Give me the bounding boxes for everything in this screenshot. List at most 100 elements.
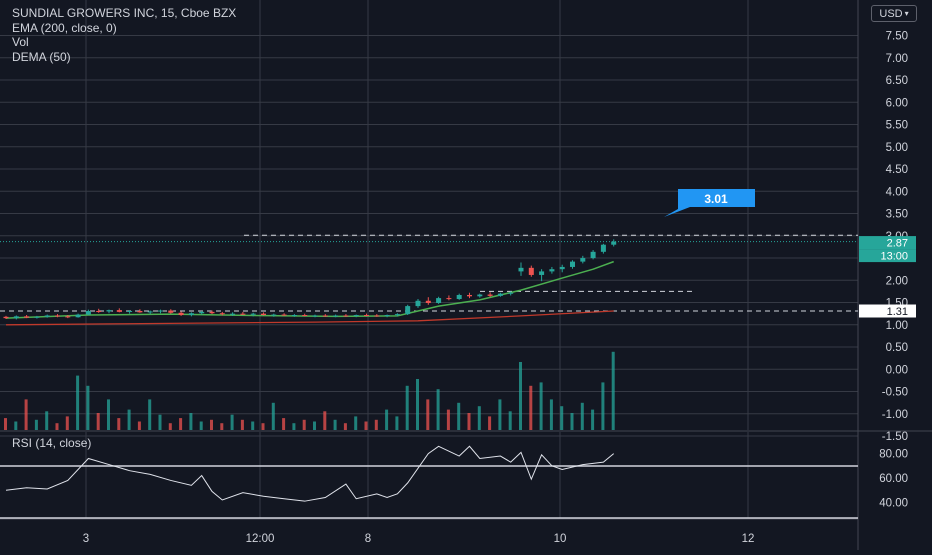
volume-bar bbox=[580, 402, 584, 430]
symbol-title[interactable]: SUNDIAL GROWERS INC, 15, Cboe BZX bbox=[12, 6, 237, 20]
candle-body bbox=[343, 315, 349, 317]
volume-bar bbox=[189, 413, 193, 430]
volume-bar bbox=[34, 419, 38, 430]
volume-bar bbox=[416, 379, 419, 430]
candle-body bbox=[230, 313, 236, 315]
x-tick-label: 3 bbox=[83, 533, 89, 545]
volume-bar bbox=[457, 402, 461, 430]
volume-bar bbox=[14, 421, 18, 430]
volume-bar bbox=[591, 409, 595, 430]
candle-body bbox=[590, 251, 596, 259]
candle-body bbox=[353, 315, 359, 317]
ema-line bbox=[5, 310, 614, 326]
candle-body bbox=[127, 311, 133, 313]
candle-body bbox=[549, 269, 555, 272]
chart-legend: SUNDIAL GROWERS INC, 15, Cboe BZX EMA (2… bbox=[12, 6, 236, 64]
candle-body bbox=[580, 258, 586, 262]
y-tick-label: 5.00 bbox=[886, 142, 908, 154]
y-tick-label: 7.00 bbox=[886, 53, 908, 65]
candle-body bbox=[600, 244, 606, 252]
y-tick-label: 4.50 bbox=[886, 164, 908, 176]
x-tick-label: 12:00 bbox=[246, 533, 275, 545]
ema-legend[interactable]: EMA (200, close, 0) bbox=[12, 20, 117, 35]
currency-button[interactable]: USD ▾ bbox=[871, 5, 917, 22]
x-tick-label: 8 bbox=[365, 533, 371, 545]
candle-body bbox=[611, 241, 617, 245]
rsi-tick-label: 60.00 bbox=[879, 473, 908, 485]
volume-bar bbox=[261, 423, 265, 430]
vol-legend[interactable]: Vol bbox=[12, 35, 29, 49]
candle-body bbox=[240, 313, 246, 315]
volume-bar bbox=[539, 382, 543, 430]
volume-bar bbox=[158, 414, 162, 430]
candle-body bbox=[559, 266, 565, 270]
y-tick-label: 3.50 bbox=[886, 209, 908, 221]
volume-bar bbox=[601, 382, 605, 430]
candle-body bbox=[508, 292, 514, 294]
candle-body bbox=[570, 261, 575, 267]
volume-bar bbox=[45, 411, 49, 430]
y-tick-label: 5.50 bbox=[886, 120, 908, 132]
candle-body bbox=[539, 271, 545, 275]
candle-body bbox=[281, 314, 287, 316]
chevron-down-icon: ▾ bbox=[904, 9, 909, 18]
candle-body bbox=[425, 300, 431, 303]
candle-body bbox=[394, 314, 400, 316]
volume-bar bbox=[426, 399, 430, 430]
candle-body bbox=[85, 311, 91, 315]
volume-bar bbox=[148, 399, 152, 430]
volume-bar bbox=[302, 419, 306, 430]
candle-body bbox=[487, 294, 493, 296]
candle-body bbox=[518, 267, 524, 272]
volume-bar bbox=[477, 406, 481, 430]
y-tick-label: 2.00 bbox=[886, 275, 908, 287]
currency-label: USD bbox=[879, 7, 903, 20]
candle-body bbox=[199, 311, 205, 314]
candle-body bbox=[44, 315, 50, 317]
volume-bar bbox=[271, 402, 275, 430]
dema-line bbox=[5, 260, 614, 319]
candle-body bbox=[374, 315, 380, 317]
candle-body bbox=[178, 312, 184, 316]
volume-bar bbox=[436, 389, 440, 430]
volume-bar bbox=[405, 385, 409, 430]
candle-body bbox=[312, 315, 318, 317]
volume-bar bbox=[251, 421, 255, 430]
y-tick-label: -1.50 bbox=[882, 431, 908, 443]
candle-body bbox=[96, 311, 102, 313]
volume-bar bbox=[519, 362, 522, 430]
volume-bar bbox=[76, 375, 80, 430]
volume-bar bbox=[488, 416, 492, 430]
candle-body bbox=[168, 310, 174, 313]
candle-body bbox=[75, 314, 81, 318]
candle-body bbox=[364, 315, 369, 317]
time-tag: 13:00 bbox=[880, 251, 908, 263]
volume-bar bbox=[364, 421, 368, 430]
volume-bar bbox=[323, 411, 327, 430]
dema-legend[interactable]: DEMA (50) bbox=[12, 49, 71, 64]
time-tag-bg bbox=[859, 249, 916, 263]
volume-bar bbox=[292, 423, 296, 430]
callout-label: 3.01 bbox=[704, 192, 728, 206]
candle-body bbox=[497, 293, 503, 296]
volume-bar bbox=[374, 419, 378, 430]
candle-body bbox=[250, 313, 256, 315]
x-tick-label: 10 bbox=[554, 533, 567, 545]
rsi-line bbox=[5, 445, 615, 502]
rsi-tick-label: 80.00 bbox=[879, 449, 908, 461]
y-tick-label: 7.50 bbox=[886, 31, 908, 43]
candle-body bbox=[302, 315, 308, 317]
candle-body bbox=[137, 311, 143, 313]
y-tick-label: 6.00 bbox=[886, 97, 908, 109]
volume-bar bbox=[313, 421, 316, 430]
volume-bar bbox=[343, 423, 347, 430]
ema-tag: 1.31 bbox=[887, 306, 908, 318]
volume-bar bbox=[65, 416, 69, 430]
price-tag-bg bbox=[859, 236, 916, 250]
x-tick-label: 12 bbox=[742, 533, 755, 545]
candle-body bbox=[106, 310, 112, 312]
rsi-tick-label: 40.00 bbox=[879, 497, 908, 509]
rsi-legend[interactable]: RSI (14, close) bbox=[12, 436, 92, 450]
